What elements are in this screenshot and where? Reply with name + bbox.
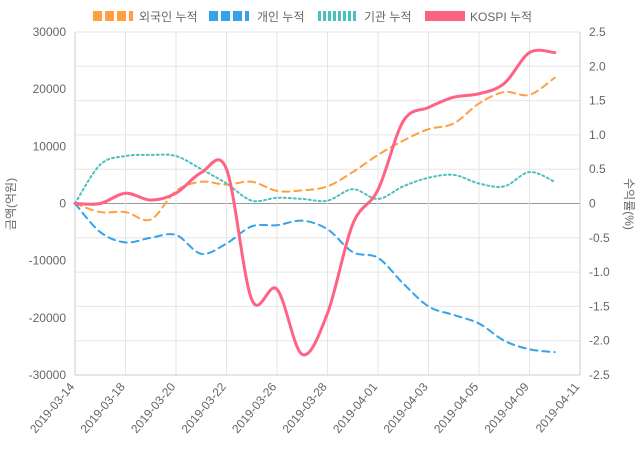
axes: 2.5 2.0 1.5 1.0 0.5 0 -0.5 -1.0 -1.5 -2.0 -2.5 3000… [27,25,610,436]
series-line [74,76,556,222]
y-tick-label-right: 0 [589,197,596,211]
legend-label: 기관 누적 [364,10,412,24]
y-tick-label-right: 1.0 [589,128,606,142]
y-tick-label-left: -20000 [29,311,67,325]
y-tick-label-left: 20000 [33,82,67,96]
x-tick-label: 2019-03-26 [229,380,279,436]
x-tick-label: 2019-04-11 [533,380,583,436]
y-tick-label-right: 2.5 [589,25,606,39]
legend: 외국인 누적 개인 누적 기관 누적 KOSPI 누적 [93,10,532,24]
y-tick-label-left: 10000 [33,139,67,153]
legend-label: KOSPI 누적 [470,10,532,24]
x-tick-label: 2019-04-03 [381,380,431,436]
x-tick-label: 2019-03-20 [128,380,178,436]
y-tick-label-right: 2.0 [589,59,606,73]
y-axis-label-right: 수익률(%) [622,178,636,230]
x-tick-label: 2019-04-05 [431,380,481,436]
y-tick-label-right: -1.0 [589,265,610,279]
y-tick-label-right: 1.5 [589,94,606,108]
y-axis-label-left: 금액(억원) [4,178,18,230]
y-tick-label-right: -2.0 [589,334,610,348]
series-line [73,48,557,357]
x-tick-label: 2019-03-18 [78,380,128,436]
legend-label: 외국인 누적 [139,10,198,24]
series-lines [73,48,557,357]
y-tick-label-left: -10000 [29,254,67,268]
x-tick-label: 2019-03-28 [280,380,330,436]
y-tick-label-right: -1.5 [589,299,610,313]
y-tick-label-left: 0 [59,197,66,211]
y-tick-label-left: 30000 [33,25,67,39]
series-line [74,153,556,205]
y-tick-label-left: -30000 [29,368,67,382]
y-tick-label-right: -2.5 [589,368,610,382]
y-tick-label-right: 0.5 [589,162,606,176]
x-tick-label: 2019-03-14 [27,380,77,436]
x-tick-label: 2019-04-09 [482,380,532,436]
legend-label: 개인 누적 [257,10,305,24]
x-tick-label: 2019-04-01 [330,380,380,436]
x-tick-label: 2019-03-22 [179,380,229,436]
series-line [74,202,556,354]
y-tick-label-right: -0.5 [589,231,610,245]
